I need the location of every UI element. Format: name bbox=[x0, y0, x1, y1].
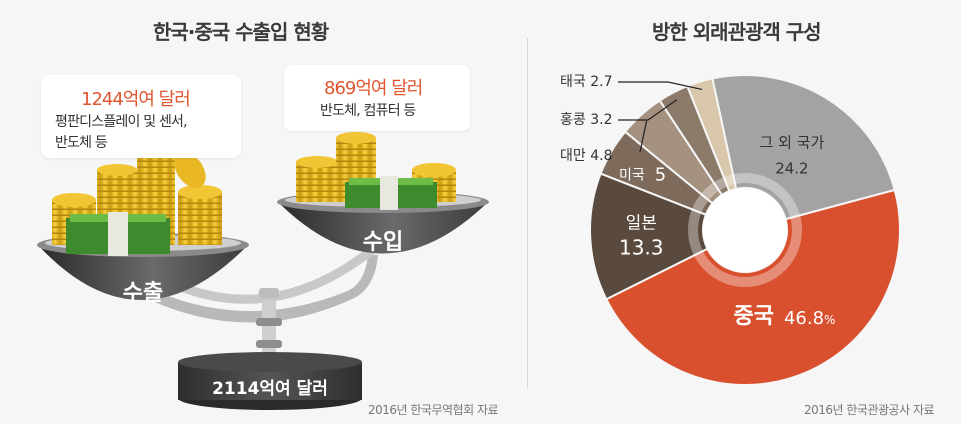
export-desc-line1: 평판디스플레이 및 센서, bbox=[55, 114, 188, 130]
export-bubble: 1244억여 달러 평판디스플레이 및 센서, 반도체 등 bbox=[41, 75, 241, 158]
export-amount: 1244억여 달러 bbox=[81, 89, 191, 110]
donut-inner-ring bbox=[688, 173, 802, 287]
import-pan-label: 수입 bbox=[363, 230, 403, 255]
leader-line-5 bbox=[618, 81, 703, 90]
slice-label-1: 일본 bbox=[626, 214, 657, 234]
tourist-title: 방한 외래관광객 구성 bbox=[652, 20, 822, 44]
center-divider bbox=[527, 38, 528, 388]
import-amount: 869억여 달러 bbox=[324, 78, 423, 99]
slice-5 bbox=[686, 77, 738, 193]
slice-label-2: 미국 bbox=[619, 168, 645, 184]
slice-value-2: 5 bbox=[655, 165, 666, 186]
slice-label-5: 태국 2.7 bbox=[560, 74, 612, 90]
export-pan bbox=[38, 245, 248, 300]
import-desc: 반도체, 컴퓨터 등 bbox=[320, 103, 416, 119]
leader-line-4 bbox=[618, 99, 678, 121]
trade-title: 한국·중국 수출입 현황 bbox=[153, 20, 329, 44]
import-bubble: 869억여 달러 반도체, 컴퓨터 등 bbox=[284, 65, 470, 131]
slice-value-0: 46.8% bbox=[784, 308, 835, 329]
slice-label-4: 홍콩 3.2 bbox=[560, 112, 612, 128]
export-desc-line2: 반도체 등 bbox=[55, 135, 108, 151]
slice-value-6: 24.2 bbox=[775, 159, 808, 177]
scale-pillar bbox=[262, 300, 276, 360]
slice-3 bbox=[623, 99, 724, 205]
export-pan-label: 수출 bbox=[123, 281, 163, 306]
slice-6 bbox=[711, 74, 896, 221]
slice-2 bbox=[599, 130, 714, 216]
total-amount-label: 2114억여 달러 bbox=[212, 378, 328, 399]
slice-4 bbox=[658, 84, 731, 197]
slice-1 bbox=[589, 172, 709, 301]
import-pan bbox=[278, 202, 488, 254]
leader-line-3 bbox=[639, 120, 648, 153]
slice-label-6: 그 외 국가 bbox=[760, 133, 825, 151]
slice-label-3: 대만 4.8 bbox=[560, 148, 612, 164]
balance-scale: 수출 수입 2114억여 달러 bbox=[37, 132, 489, 410]
scale-arm bbox=[150, 255, 378, 323]
tourist-source: 2016년 한국관광공사 자료 bbox=[804, 403, 935, 417]
slice-0 bbox=[604, 188, 901, 386]
donut-hole bbox=[703, 188, 787, 272]
slice-value-1: 13.3 bbox=[619, 236, 664, 260]
trade-source: 2016년 한국무역협회 자료 bbox=[368, 403, 499, 417]
slice-label-0: 중국 bbox=[733, 304, 773, 329]
